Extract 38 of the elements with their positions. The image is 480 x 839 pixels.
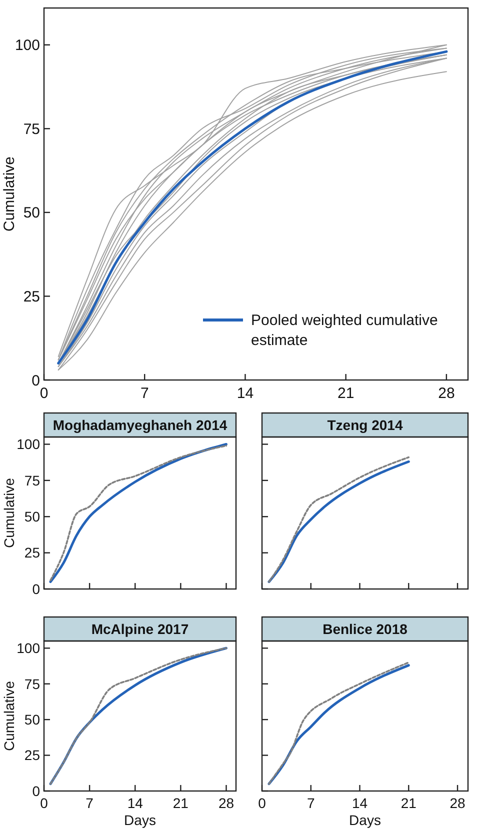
y-tick-label: 0 <box>32 782 40 799</box>
y-tick-label: 0 <box>32 580 40 597</box>
x-axis-title: Days <box>349 812 381 828</box>
y-tick-label: 50 <box>24 508 40 525</box>
chart-title: Tzeng 2014 <box>327 417 403 433</box>
x-tick-label: 28 <box>218 795 234 811</box>
y-tick-label: 100 <box>16 640 40 656</box>
x-axis-title: Days <box>124 812 156 828</box>
y-tick-label: 50 <box>24 711 40 728</box>
x-tick-label: 7 <box>86 795 94 811</box>
y-tick-label: 50 <box>23 204 40 222</box>
y-tick-label: 100 <box>14 37 40 54</box>
y-axis-title: Cumulative <box>1 680 17 752</box>
chart-title: McAlpine 2017 <box>91 621 189 637</box>
x-tick-label: 7 <box>140 385 149 402</box>
x-tick-label: 28 <box>450 795 466 811</box>
x-tick-label: 7 <box>306 795 315 811</box>
x-tick-label: 0 <box>258 795 266 811</box>
x-tick-label: 28 <box>438 385 455 402</box>
legend-label: Pooled weighted cumulative estimate <box>251 312 438 349</box>
y-tick-label: 75 <box>23 120 40 138</box>
x-tick-label: 14 <box>236 385 254 402</box>
y-tick-label: 75 <box>24 472 40 488</box>
x-tick-label: 21 <box>400 795 417 811</box>
y-tick-label: 0 <box>32 372 40 390</box>
y-tick-label: 100 <box>16 436 40 452</box>
y-axis-title: Cumulative <box>1 478 17 548</box>
y-tick-label: 25 <box>23 288 40 306</box>
y-tick-label: 25 <box>24 747 40 764</box>
y-axis-title: Cumulative <box>1 156 18 232</box>
chart-title: Moghadamyeghaneh 2014 <box>52 417 228 433</box>
x-tick-label: 21 <box>172 795 189 811</box>
y-tick-label: 25 <box>24 544 40 561</box>
chart-title: Benlice 2018 <box>322 621 408 637</box>
x-tick-label: 21 <box>337 385 354 402</box>
y-tick-label: 75 <box>24 676 40 692</box>
x-tick-label: 14 <box>352 795 368 811</box>
x-tick-label: 14 <box>127 795 144 811</box>
